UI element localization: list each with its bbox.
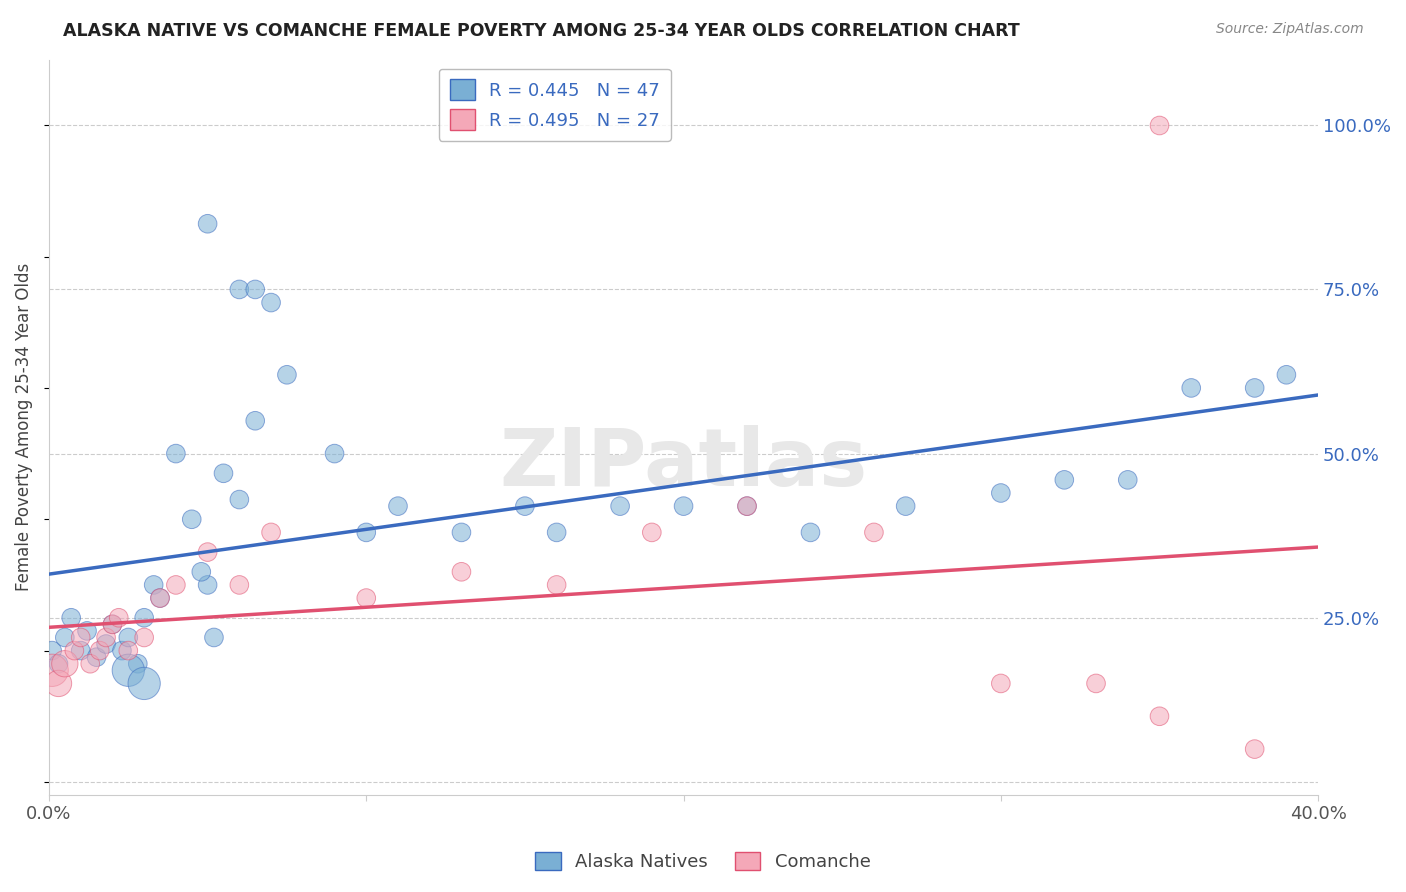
Text: ZIPatlas: ZIPatlas (499, 425, 868, 503)
Point (94, 637, 117, 651)
Point (48, 657, 70, 671)
Point (260, 295, 283, 310)
Point (197, 217, 219, 231)
Point (134, 676, 156, 690)
Point (117, 631, 139, 645)
Point (60, 611, 83, 625)
Point (76, 624, 98, 638)
Point (228, 492, 250, 507)
Point (202, 631, 225, 645)
Point (1053, 473, 1076, 487)
Point (142, 578, 165, 592)
Point (117, 663, 139, 677)
Point (79, 657, 101, 671)
Point (356, 591, 378, 605)
Point (450, 525, 472, 540)
Point (212, 467, 235, 481)
Point (260, 525, 283, 540)
Point (894, 499, 917, 513)
Point (63, 643, 86, 657)
Point (107, 611, 129, 625)
Point (735, 499, 758, 513)
Point (111, 643, 134, 657)
Point (86, 650, 108, 665)
Point (1243, 742, 1265, 756)
Point (1243, 381, 1265, 395)
Point (990, 486, 1012, 500)
Point (197, 545, 219, 559)
Point (1180, 381, 1202, 395)
Point (69, 643, 91, 657)
Point (546, 578, 568, 592)
Point (863, 525, 886, 540)
Point (69, 631, 91, 645)
Point (127, 657, 149, 671)
Point (450, 565, 472, 579)
Point (609, 499, 631, 513)
Point (180, 512, 202, 526)
Point (1275, 368, 1298, 382)
Point (672, 499, 695, 513)
Point (1085, 676, 1108, 690)
Point (228, 578, 250, 592)
Point (134, 611, 156, 625)
Point (48, 676, 70, 690)
Point (1116, 473, 1139, 487)
Point (799, 525, 821, 540)
Point (228, 282, 250, 296)
Point (990, 676, 1012, 690)
Point (546, 525, 568, 540)
Point (165, 578, 187, 592)
Point (134, 631, 156, 645)
Point (149, 591, 172, 605)
Point (641, 525, 664, 540)
Point (53, 657, 76, 671)
Point (387, 499, 409, 513)
Point (165, 447, 187, 461)
Point (41, 663, 63, 677)
Point (117, 643, 139, 657)
Point (149, 591, 172, 605)
Point (41, 643, 63, 657)
Point (513, 499, 536, 513)
Point (245, 414, 267, 428)
Point (1149, 709, 1171, 723)
Point (197, 578, 219, 592)
Point (53, 631, 76, 645)
Point (1149, 118, 1171, 132)
Point (101, 617, 124, 632)
Point (735, 499, 758, 513)
Text: Source: ZipAtlas.com: Source: ZipAtlas.com (1216, 22, 1364, 37)
Point (356, 525, 378, 540)
Point (94, 631, 117, 645)
Point (245, 282, 267, 296)
Point (323, 447, 346, 461)
Point (190, 565, 212, 579)
Point (89, 643, 111, 657)
Point (276, 368, 298, 382)
Text: ALASKA NATIVE VS COMANCHE FEMALE POVERTY AMONG 25-34 YEAR OLDS CORRELATION CHART: ALASKA NATIVE VS COMANCHE FEMALE POVERTY… (63, 22, 1019, 40)
Legend: R = 0.445   N = 47, R = 0.495   N = 27: R = 0.445 N = 47, R = 0.495 N = 27 (439, 69, 671, 141)
Point (101, 617, 124, 632)
Legend: Alaska Natives, Comanche: Alaska Natives, Comanche (529, 845, 877, 879)
Y-axis label: Female Poverty Among 25-34 Year Olds: Female Poverty Among 25-34 Year Olds (15, 263, 32, 591)
